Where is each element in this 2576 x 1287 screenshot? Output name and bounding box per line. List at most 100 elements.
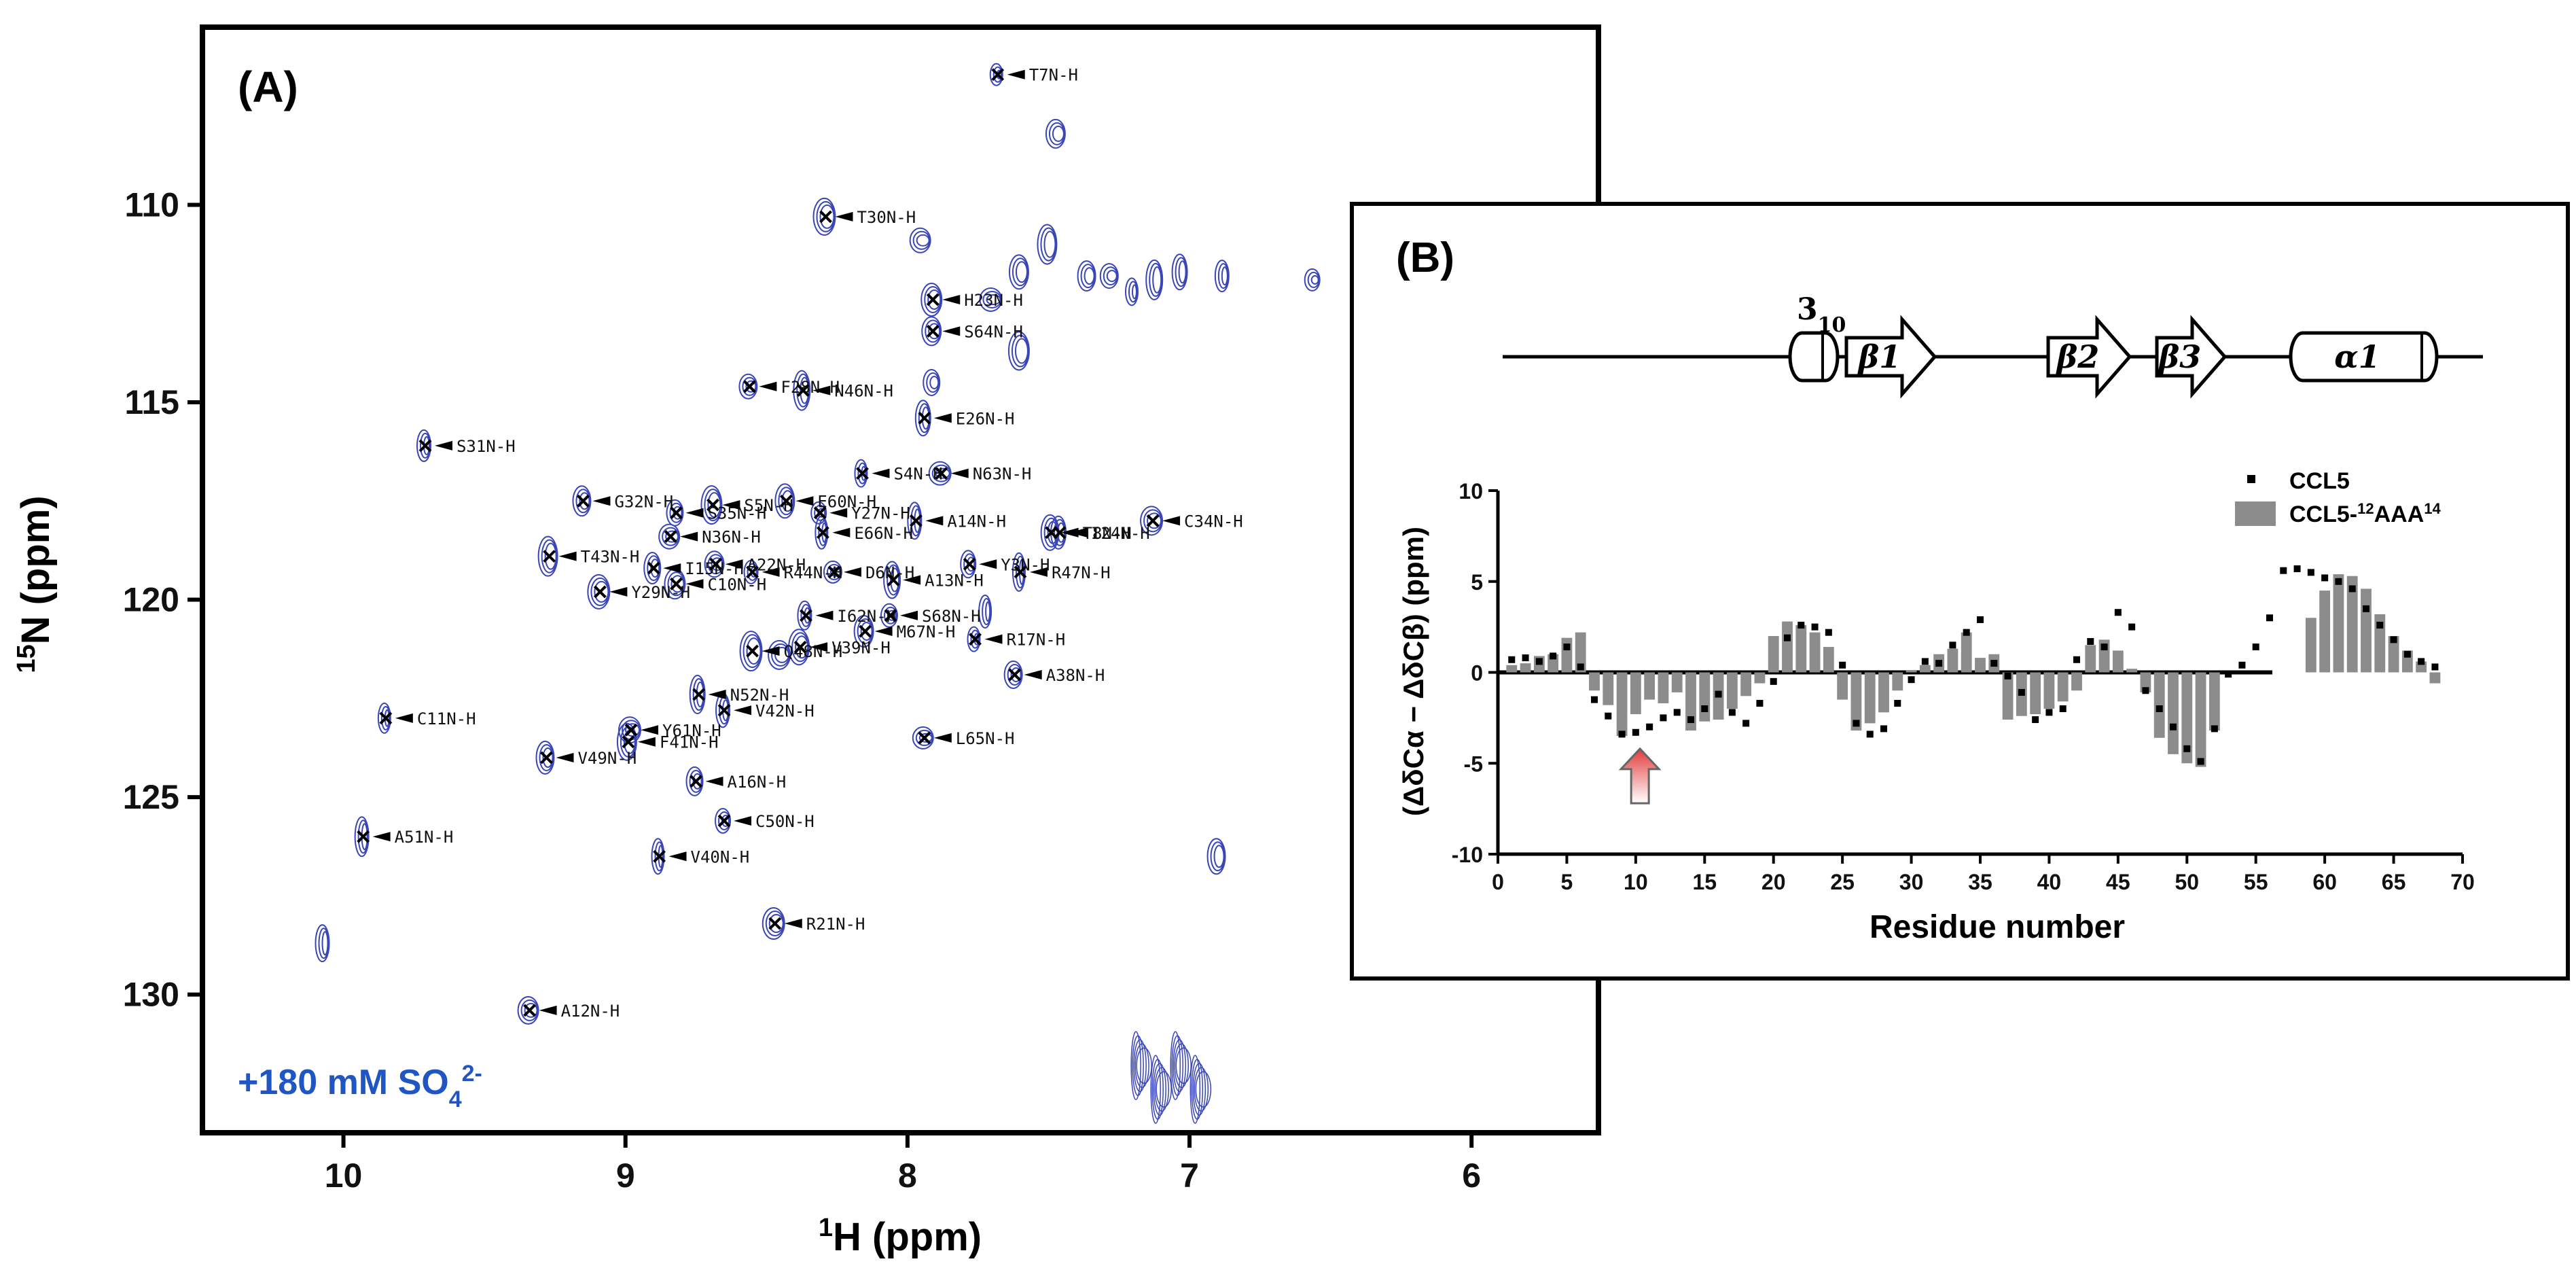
peak-label: F28N-H xyxy=(781,378,840,397)
peak-pointer xyxy=(734,815,752,826)
ccl5-point xyxy=(1591,696,1598,703)
contour-ring xyxy=(1015,261,1028,283)
contour-ring xyxy=(1103,266,1118,286)
peak-cross-marker xyxy=(813,506,827,520)
mutant-bar xyxy=(1892,672,1903,691)
peak-label: S68N-H xyxy=(922,607,981,626)
assigned-peak: L65N-H xyxy=(918,729,1015,748)
peak-cross-marker xyxy=(1053,526,1067,540)
overlap-streak xyxy=(1191,1059,1204,1120)
contour-ring xyxy=(1307,271,1320,288)
assigned-peak: R47N-H xyxy=(1014,563,1111,582)
secondary-structure-diagram: 310 β1 β2 β3 α1 xyxy=(1503,292,2483,399)
peak-cross-marker xyxy=(379,711,393,725)
peak-cross-marker xyxy=(624,723,638,737)
peak-pointer xyxy=(899,610,918,620)
assigned-peak: T7N-H xyxy=(991,66,1078,85)
contour-ring xyxy=(1010,667,1022,682)
peak-cross-marker xyxy=(664,530,677,543)
contour-ring xyxy=(860,622,873,641)
mutant-bar xyxy=(2030,672,2041,715)
assigned-peak-contour xyxy=(685,766,704,796)
panel-a-y-axis-label: 15N (ppm) xyxy=(12,495,58,673)
mutant-bar xyxy=(2181,672,2193,764)
assigned-peak: E60N-H xyxy=(779,492,876,511)
contour-ring xyxy=(795,635,809,659)
peak-pointer xyxy=(685,508,704,518)
helix-3-10 xyxy=(1788,331,1840,383)
ccl5-point xyxy=(1963,629,1970,636)
strand-label: β1 xyxy=(1857,338,1901,375)
assigned-peak: T30N-H xyxy=(819,208,916,227)
assigned-peak: H23N-H xyxy=(926,291,1023,310)
ccl5-point xyxy=(2225,671,2232,678)
ccl5-point xyxy=(1563,644,1571,651)
contour-ring xyxy=(890,567,900,593)
ccl5-point xyxy=(1990,660,1998,667)
contour-ring xyxy=(1152,266,1162,294)
contour-ring xyxy=(711,557,723,571)
overlap-streak xyxy=(1150,1055,1161,1124)
y-tick-label: 120 xyxy=(123,581,179,619)
assigned-peak: T8N-H xyxy=(1045,524,1132,543)
panel-b-x-axis-label: Residue number xyxy=(1870,909,2125,945)
peak-label: V49N-H xyxy=(577,749,637,768)
assigned-peak: R17N-H xyxy=(969,631,1065,650)
peak-pointer xyxy=(835,211,853,222)
peak-label: N52N-H xyxy=(730,686,789,705)
ccl5-point xyxy=(2431,663,2439,671)
peak-cross-marker xyxy=(746,565,759,579)
peak-cross-marker xyxy=(692,688,706,701)
contour-ring xyxy=(1221,266,1228,286)
x-tick-label: 60 xyxy=(2312,870,2337,894)
peak-cross-marker xyxy=(690,775,702,788)
assigned-peak: C10N-H xyxy=(670,575,766,594)
mutant-bar xyxy=(1630,672,1641,715)
ccl5-point xyxy=(2335,578,2342,585)
peak-label: L65N-H xyxy=(956,729,1015,748)
overlap-streak xyxy=(1134,1043,1149,1088)
mutant-bar xyxy=(1878,672,1889,713)
peak-label: S4N-H xyxy=(893,465,942,484)
peak-pointer xyxy=(933,413,952,423)
peak-pointer xyxy=(810,642,828,652)
peak-label: C34N-H xyxy=(1184,512,1243,531)
assigned-peak-contour xyxy=(587,574,611,610)
assigned-peak: A22N-H xyxy=(709,555,806,574)
overlap-streak xyxy=(1173,1039,1187,1092)
mutant-bar xyxy=(1658,672,1669,703)
mutant-bar xyxy=(2085,645,2096,673)
contour-ring xyxy=(650,559,660,578)
mutant-bar xyxy=(1671,672,1683,692)
x-tick-label: 20 xyxy=(1761,870,1786,894)
mutant-bar xyxy=(2195,672,2206,767)
ccl5-point xyxy=(1797,621,1805,629)
peak-cross-marker xyxy=(653,849,666,863)
mutant-bar xyxy=(2333,574,2344,673)
mutant-bar xyxy=(2168,672,2179,754)
mutant-bar xyxy=(2153,672,2165,738)
contour-ring xyxy=(1084,267,1095,285)
peak-label: T30N-H xyxy=(857,208,916,227)
contour-ring xyxy=(594,580,609,603)
peak-pointer xyxy=(725,559,743,569)
assigned-peak: E26N-H xyxy=(918,409,1014,428)
peak-pointer xyxy=(637,737,656,747)
y-tick-label: 130 xyxy=(123,976,179,1014)
assigned-peak: I62N-H xyxy=(800,607,896,626)
peak-pointer xyxy=(762,646,780,656)
peak-label: N63N-H xyxy=(973,465,1032,484)
ccl5-point xyxy=(2390,636,2397,644)
peak-pointer xyxy=(663,563,681,574)
contour-ring xyxy=(1052,125,1065,142)
panel-a-tag: (A) xyxy=(238,63,298,111)
assigned-peak: R44N-H xyxy=(746,563,842,582)
contour-ring xyxy=(1145,259,1164,300)
unassigned-peak xyxy=(1145,259,1164,300)
assigned-peak: M67N-H xyxy=(859,622,955,641)
peak-cross-marker xyxy=(991,68,1005,82)
hsqc-contours xyxy=(315,63,1321,1124)
legend-marker-mutant xyxy=(2235,501,2276,526)
mutant-bar xyxy=(2319,590,2331,673)
peak-pointer xyxy=(759,381,777,391)
